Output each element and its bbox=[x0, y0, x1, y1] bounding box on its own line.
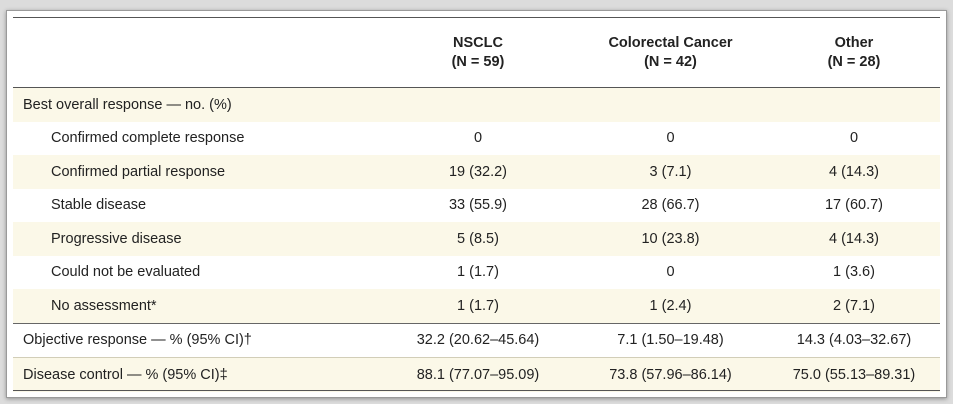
table-row: No assessment* 1 (1.7) 1 (2.4) 2 (7.1) bbox=[13, 289, 940, 323]
section-header-row: Best overall response — no. (%) bbox=[13, 87, 940, 122]
cell-colorectal: 1 (2.4) bbox=[649, 297, 692, 314]
table-row: Confirmed partial response 19 (32.2) 3 (… bbox=[13, 155, 940, 189]
row-label: No assessment* bbox=[51, 297, 157, 314]
cell-colorectal: 73.8 (57.96–86.14) bbox=[573, 357, 768, 392]
cell-colorectal: 10 (23.8) bbox=[641, 230, 700, 247]
cell-colorectal: 7.1 (1.50–19.48) bbox=[573, 322, 768, 358]
header-other: Other (N = 28) bbox=[768, 18, 940, 88]
cell-nsclc: 88.1 (77.07–95.09) bbox=[383, 357, 573, 392]
row-label: Could not be evaluated bbox=[51, 264, 201, 281]
table-top-rule bbox=[13, 17, 940, 18]
table-row: Could not be evaluated 1 (1.7) 0 1 (3.6) bbox=[13, 256, 940, 290]
header-nsclc-n: (N = 59) bbox=[451, 53, 505, 70]
header-nsclc-name: NSCLC bbox=[453, 34, 503, 51]
header-colorectal-name: Colorectal Cancer bbox=[608, 34, 733, 51]
cell-nsclc: 0 bbox=[473, 130, 483, 147]
table-bottom-rule bbox=[13, 390, 940, 391]
cell-colorectal: 0 bbox=[666, 130, 675, 147]
response-table: NSCLC (N = 59) Colorectal Cancer (N = 42… bbox=[13, 18, 940, 392]
table-row: Progressive disease 5 (8.5) 10 (23.8) 4 … bbox=[13, 222, 940, 256]
cell-other: 14.3 (4.03–32.67) bbox=[768, 322, 940, 358]
cell-other: 0 bbox=[849, 130, 859, 147]
summary-row: Objective response — % (95% CI)† 32.2 (2… bbox=[13, 322, 940, 358]
header-colorectal: Colorectal Cancer (N = 42) bbox=[573, 18, 768, 88]
cell-nsclc: 19 (32.2) bbox=[448, 163, 508, 180]
cell-nsclc: 1 (1.7) bbox=[457, 297, 499, 314]
cell-colorectal: 0 bbox=[666, 264, 675, 281]
cell-other: 1 (3.6) bbox=[833, 264, 875, 281]
header-blank bbox=[13, 18, 383, 88]
row-label: Confirmed complete response bbox=[51, 130, 245, 147]
row-label: Stable disease bbox=[51, 197, 147, 214]
header-row: NSCLC (N = 59) Colorectal Cancer (N = 42… bbox=[13, 18, 940, 88]
header-nsclc: NSCLC (N = 59) bbox=[383, 18, 573, 88]
summary-row-label: Objective response — % (95% CI)† bbox=[13, 322, 383, 358]
cell-other: 17 (60.7) bbox=[824, 197, 884, 214]
cell-nsclc: 5 (8.5) bbox=[457, 230, 499, 247]
response-table-panel: NSCLC (N = 59) Colorectal Cancer (N = 42… bbox=[6, 10, 947, 398]
cell-colorectal: 28 (66.7) bbox=[641, 197, 700, 214]
header-other-name: Other bbox=[834, 34, 874, 51]
section-header-label: Best overall response — no. (%) bbox=[23, 96, 232, 113]
summary-row-label: Disease control — % (95% CI)‡ bbox=[13, 357, 383, 392]
row-label: Confirmed partial response bbox=[51, 163, 226, 180]
table-row: Stable disease 33 (55.9) 28 (66.7) 17 (6… bbox=[13, 189, 940, 223]
cell-other: 75.0 (55.13–89.31) bbox=[768, 357, 940, 392]
header-colorectal-n: (N = 42) bbox=[644, 53, 697, 70]
row-label: Progressive disease bbox=[51, 230, 182, 247]
cell-other: 4 (14.3) bbox=[829, 163, 879, 180]
summary-row: Disease control — % (95% CI)‡ 88.1 (77.0… bbox=[13, 357, 940, 392]
cell-nsclc: 1 (1.7) bbox=[457, 264, 499, 281]
header-other-n: (N = 28) bbox=[827, 53, 881, 70]
cell-colorectal: 3 (7.1) bbox=[649, 163, 692, 180]
cell-nsclc: 32.2 (20.62–45.64) bbox=[383, 322, 573, 358]
cell-nsclc: 33 (55.9) bbox=[448, 197, 508, 214]
table-row: Confirmed complete response 0 0 0 bbox=[13, 122, 940, 156]
cell-other: 4 (14.3) bbox=[829, 230, 879, 247]
cell-other: 2 (7.1) bbox=[833, 297, 875, 314]
